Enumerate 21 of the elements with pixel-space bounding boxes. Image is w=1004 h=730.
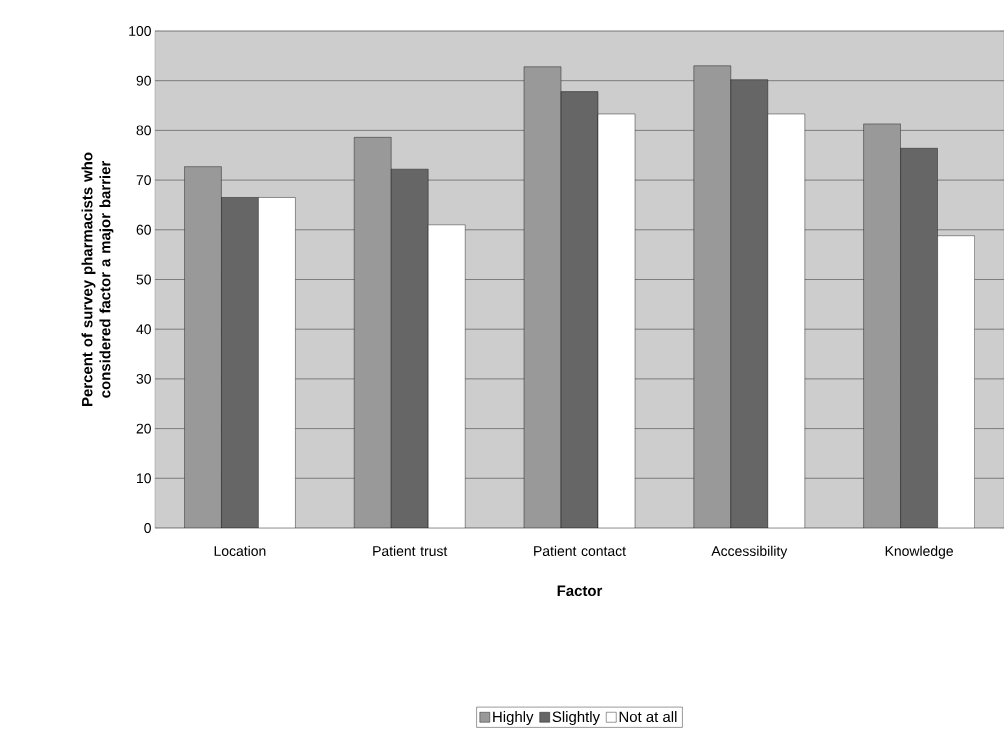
legend-label: Not at all (619, 711, 677, 723)
x-tick-label: Knowledge (885, 545, 953, 559)
y-tick-label: 50 (136, 274, 151, 285)
x-tick-label: Patient contact (534, 545, 626, 556)
y-tick-label: 0 (144, 523, 151, 533)
y-tick-label: 90 (136, 75, 151, 86)
y-tick-label: 80 (136, 125, 151, 136)
y-tick-label: 10 (137, 473, 151, 484)
y-tick-label: 60 (136, 224, 151, 235)
y-tick-label: 40 (136, 324, 151, 335)
y-tick-label: 70 (136, 175, 151, 186)
x-tick-label: Location (214, 545, 266, 556)
x-tick-label: Patient trust (373, 545, 448, 556)
y-tick-label: 100 (129, 26, 151, 36)
x-axis-title: Factor (557, 585, 603, 597)
legend-label: Highly (493, 711, 534, 726)
legend-label: Slightly (552, 711, 601, 726)
y-tick-label: 20 (136, 423, 151, 434)
y-axis-title: Percent of survey pharmacists who considered factor a major barrier (81, 152, 114, 406)
y-tick-label: 30 (136, 373, 151, 384)
x-tick-label: Accessibility (711, 545, 788, 559)
